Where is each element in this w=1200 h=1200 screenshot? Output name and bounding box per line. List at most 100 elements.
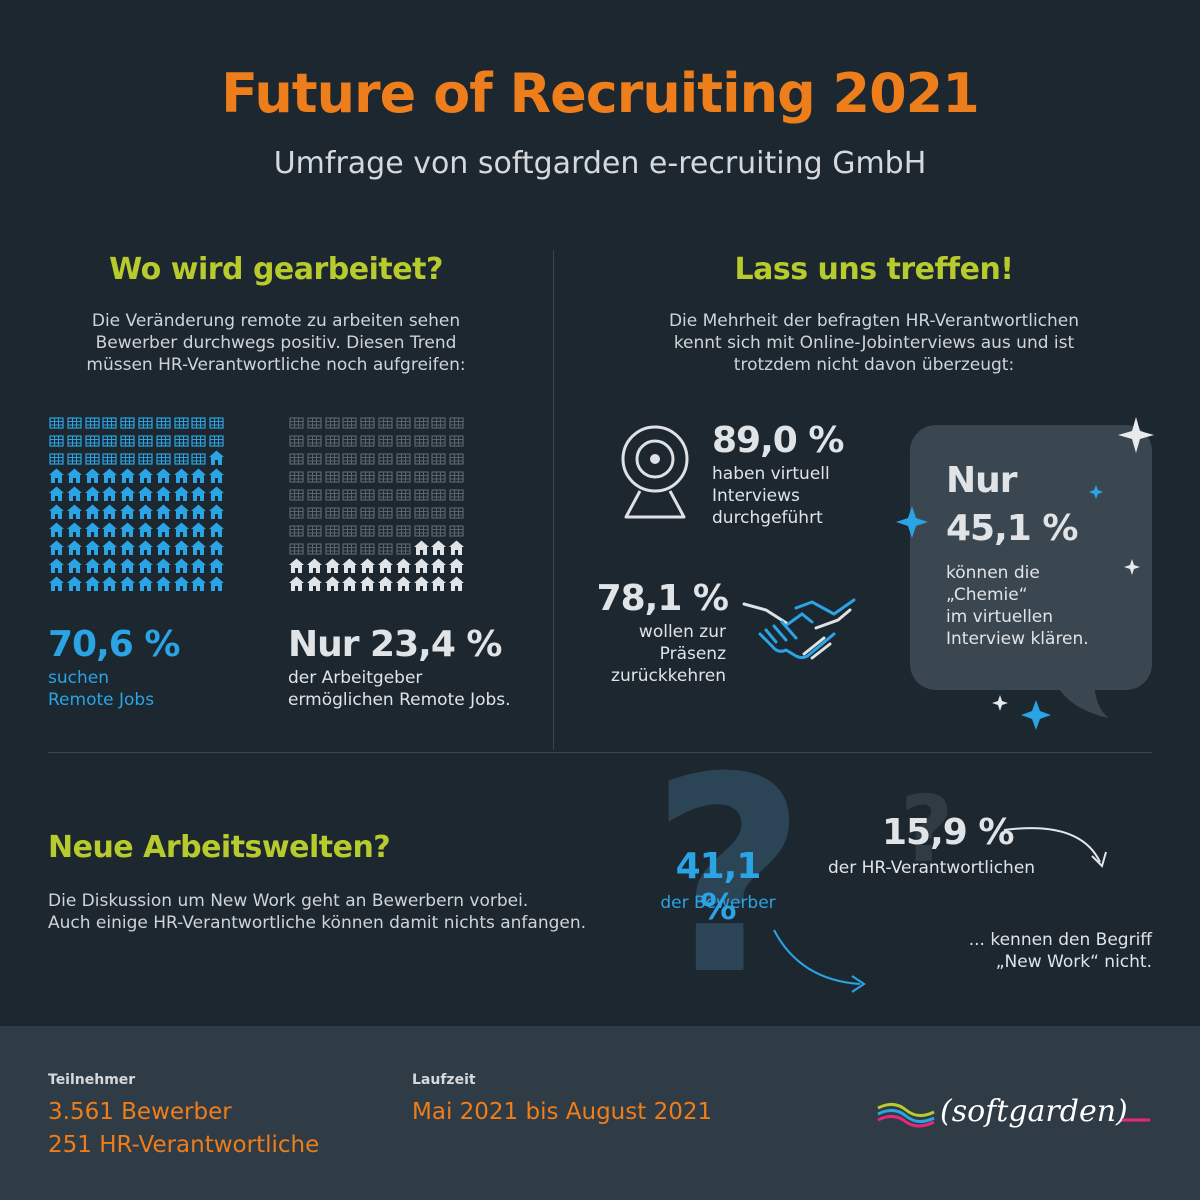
- office-building-icon: [307, 507, 322, 519]
- office-building-icon: [360, 471, 375, 483]
- office-building-icon: [173, 417, 189, 429]
- house-icon: [102, 504, 118, 519]
- house-icon: [324, 558, 340, 573]
- office-building-icon: [289, 471, 304, 483]
- office-building-icon: [413, 489, 429, 501]
- sparkle-icon: [1021, 700, 1051, 730]
- stat-value-virtual-interviews: 89,0 %: [712, 420, 844, 461]
- office-building-icon: [360, 507, 375, 519]
- office-building-icon: [431, 507, 446, 519]
- house-icon: [209, 504, 225, 519]
- house-icon: [120, 486, 136, 501]
- office-building-icon: [360, 435, 375, 447]
- office-building-icon: [449, 417, 464, 429]
- house-icon: [413, 576, 429, 591]
- house-icon: [413, 558, 429, 573]
- horizontal-divider: [48, 752, 1152, 753]
- house-icon: [155, 504, 171, 519]
- house-icon: [209, 450, 225, 465]
- house-icon: [431, 576, 447, 591]
- house-icon: [120, 576, 136, 591]
- stat-prefix-chemistry: Nur: [946, 460, 1018, 501]
- footer-duration-label: Laufzeit: [412, 1072, 476, 1088]
- stat-value-employers-remote: Nur 23,4 %: [288, 624, 502, 665]
- office-building-icon: [191, 417, 206, 429]
- conclusion-text: ... kennen den Begriff „New Work“ nicht.: [968, 930, 1152, 972]
- house-icon: [137, 486, 153, 501]
- handshake-icon: [742, 598, 856, 660]
- office-building-icon: [396, 417, 411, 429]
- stat-label-virtual-interviews: haben virtuell Interviews durchgeführt: [712, 464, 830, 528]
- house-icon: [84, 486, 100, 501]
- softgarden-logo[interactable]: (softgarden): [876, 1092, 1156, 1142]
- house-icon: [449, 558, 465, 573]
- arrow-curve-icon: [1003, 827, 1107, 868]
- house-icon: [66, 522, 82, 537]
- house-icon: [191, 468, 207, 483]
- footer-participants-label: Teilnehmer: [48, 1072, 136, 1088]
- stat-label-hr-newwork: der HR-Verantwortlichen: [828, 858, 1036, 878]
- office-building-icon: [413, 471, 429, 483]
- house-icon: [342, 576, 358, 591]
- house-icon: [102, 576, 118, 591]
- arrow-icons: [773, 827, 1107, 993]
- house-icon: [49, 468, 64, 483]
- office-building-icon: [67, 453, 82, 465]
- house-icon: [137, 522, 153, 537]
- house-icon: [191, 540, 207, 555]
- office-building-icon: [449, 525, 464, 537]
- house-icon: [449, 576, 465, 591]
- office-building-icon: [413, 507, 429, 519]
- office-building-icon: [84, 453, 100, 465]
- stat-value-chemistry: 45,1 %: [946, 508, 1078, 549]
- office-building-icon: [342, 525, 357, 537]
- office-building-icon: [173, 435, 189, 447]
- house-icon: [191, 504, 207, 519]
- section-heading-new-work: Neue Arbeitswelten?: [48, 830, 391, 865]
- office-building-icon: [289, 543, 304, 555]
- footer: [0, 1026, 1200, 1200]
- house-icon: [209, 558, 225, 573]
- house-icon: [120, 540, 136, 555]
- office-building-icon: [396, 471, 411, 483]
- office-building-icon: [138, 417, 153, 429]
- house-icon: [191, 558, 207, 573]
- office-building-icon: [360, 543, 375, 555]
- office-building-icon: [378, 489, 393, 501]
- office-building-icon: [324, 525, 340, 537]
- office-building-icon: [342, 543, 357, 555]
- house-icon: [173, 522, 189, 537]
- office-building-icon: [360, 417, 375, 429]
- house-icon: [173, 540, 189, 555]
- office-building-icon: [49, 435, 64, 447]
- icon-grid-applicants: [48, 413, 226, 592]
- icon-grid-employers: [288, 413, 466, 592]
- house-icon: [377, 558, 393, 573]
- stat-value-applicants-remote: 70,6 %: [48, 624, 180, 665]
- office-building-icon: [289, 435, 304, 447]
- office-building-icon: [307, 543, 322, 555]
- house-icon: [49, 576, 64, 591]
- office-building-icon: [173, 453, 189, 465]
- office-building-icon: [396, 525, 411, 537]
- speech-bubble: [910, 425, 1152, 690]
- house-icon: [209, 576, 225, 591]
- office-building-icon: [431, 453, 446, 465]
- house-icon: [155, 522, 171, 537]
- office-building-icon: [209, 417, 224, 429]
- footer-duration: Mai 2021 bis August 2021: [412, 1099, 713, 1125]
- office-building-icon: [191, 453, 206, 465]
- office-building-icon: [102, 453, 117, 465]
- house-icon: [84, 468, 100, 483]
- office-building-icon: [449, 507, 464, 519]
- office-building-icon: [307, 525, 322, 537]
- stat-label-applicants-remote: suchen Remote Jobs: [48, 668, 155, 710]
- section-heading-work-location: Wo wird gearbeitet?: [109, 252, 443, 287]
- stat-label-employers-remote: der Arbeitgeber ermöglichen Remote Jobs.: [288, 668, 511, 710]
- office-building-icon: [378, 435, 393, 447]
- house-icon: [66, 504, 82, 519]
- house-icon: [431, 540, 447, 555]
- office-building-icon: [396, 507, 411, 519]
- office-building-icon: [289, 525, 304, 537]
- stat-value-hr-newwork: 15,9 %: [882, 812, 1014, 853]
